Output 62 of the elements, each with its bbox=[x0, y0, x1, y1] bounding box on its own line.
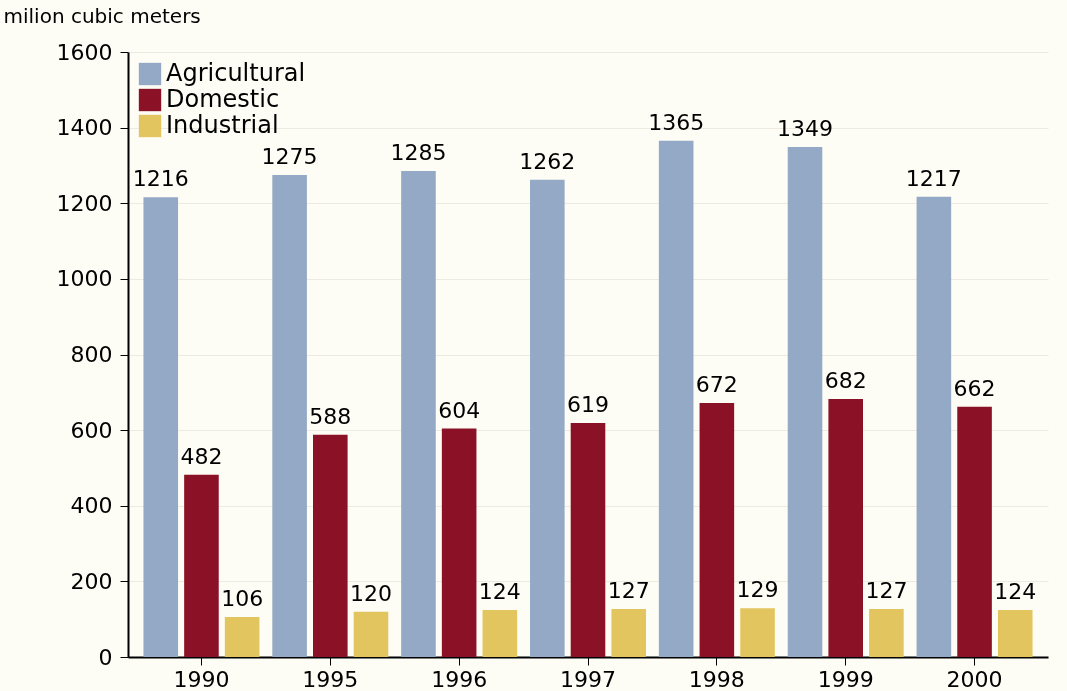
bar bbox=[143, 197, 179, 657]
x-tick-label: 1990 bbox=[173, 666, 230, 691]
x-tick-label: 2000 bbox=[946, 666, 1003, 691]
data-label: 120 bbox=[349, 580, 392, 606]
data-label: 1262 bbox=[519, 148, 576, 174]
data-label: 127 bbox=[865, 577, 908, 603]
y-tick-label: 0 bbox=[98, 644, 113, 670]
data-label: 1217 bbox=[905, 165, 962, 191]
bar bbox=[869, 608, 904, 657]
bar bbox=[530, 179, 565, 657]
data-label: 588 bbox=[309, 403, 352, 429]
bar bbox=[313, 434, 348, 657]
data-label: 129 bbox=[736, 577, 779, 603]
bar bbox=[611, 608, 646, 657]
data-label: 124 bbox=[478, 579, 521, 605]
data-label: 1216 bbox=[132, 166, 189, 192]
legend-label: Industrial bbox=[166, 111, 279, 139]
data-label: 604 bbox=[438, 397, 481, 423]
bar bbox=[570, 422, 606, 657]
bar bbox=[441, 428, 477, 657]
bar bbox=[482, 610, 518, 657]
data-label: 1285 bbox=[390, 140, 447, 166]
y-tick-label: 1200 bbox=[56, 190, 113, 216]
legend-label: Agricultural bbox=[166, 59, 306, 87]
legend-label: Domestic bbox=[166, 85, 280, 113]
y-tick-label: 600 bbox=[70, 417, 113, 443]
y-tick-label: 400 bbox=[70, 493, 113, 519]
bar bbox=[916, 196, 952, 657]
data-label: 124 bbox=[994, 579, 1037, 605]
bar bbox=[787, 146, 823, 657]
x-tick-label: 1996 bbox=[431, 666, 488, 691]
data-label: 1275 bbox=[261, 143, 318, 169]
bar bbox=[353, 611, 389, 657]
data-label: 106 bbox=[221, 585, 264, 611]
bar bbox=[401, 171, 436, 657]
y-tick-label: 1000 bbox=[56, 266, 113, 292]
data-label: 1365 bbox=[648, 109, 705, 135]
y-tick-label: 200 bbox=[70, 568, 113, 594]
data-label: 482 bbox=[180, 443, 223, 469]
bar bbox=[957, 406, 992, 657]
bar bbox=[699, 402, 735, 657]
bar bbox=[184, 474, 219, 657]
y-axis-title: milion cubic meters bbox=[3, 3, 201, 28]
bar bbox=[828, 399, 863, 657]
y-tick-label: 1400 bbox=[56, 115, 113, 141]
bar bbox=[740, 608, 775, 657]
bar bbox=[224, 616, 260, 657]
x-tick-label: 1995 bbox=[302, 666, 359, 691]
x-tick-label: 1997 bbox=[560, 666, 616, 691]
y-tick-label: 800 bbox=[70, 342, 113, 367]
data-label: 662 bbox=[953, 375, 996, 401]
x-tick-label: 1998 bbox=[688, 666, 745, 691]
y-tick-label: 1600 bbox=[56, 39, 113, 65]
bar bbox=[272, 174, 307, 657]
x-tick-label: 1999 bbox=[817, 666, 874, 691]
bar bbox=[997, 610, 1033, 657]
data-label: 127 bbox=[607, 577, 650, 603]
data-label: 672 bbox=[695, 371, 738, 397]
bar bbox=[658, 140, 694, 657]
data-label: 682 bbox=[824, 368, 867, 394]
data-label: 619 bbox=[567, 391, 609, 417]
data-label: 1349 bbox=[777, 115, 834, 141]
